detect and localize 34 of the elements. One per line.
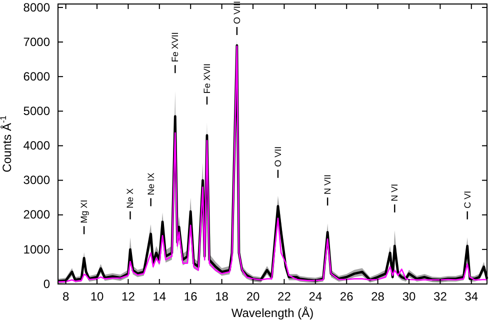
y-tick-label: 8000	[23, 0, 50, 14]
x-tick-label: 18	[215, 290, 229, 304]
y-tick-label: 1000	[23, 242, 50, 256]
annotation: N VII	[322, 174, 333, 195]
y-tick-label: 2000	[23, 208, 50, 222]
annotation: N VI	[390, 184, 400, 202]
y-tick-label: 4000	[23, 138, 50, 153]
x-axis-title: Wavelength (Å)	[231, 306, 314, 320]
y-tick-label: 5000	[23, 104, 50, 118]
x-tick-label: 16	[184, 290, 198, 304]
x-tick-label: 20	[246, 290, 260, 304]
annotation: Ne X	[125, 188, 136, 208]
x-tick-label: 28	[371, 290, 385, 304]
annotation: Fe XVII	[170, 32, 180, 62]
y-tick-label: 7000	[23, 34, 50, 49]
y-tick-label: 6000	[23, 69, 50, 84]
annotation: Fe XVII	[202, 64, 212, 94]
y-tick-label: 0	[43, 276, 50, 291]
annotation: C VI	[462, 190, 472, 208]
annotation: O VII	[272, 146, 283, 167]
x-tick-label: 26	[340, 290, 354, 304]
x-tick-label: 22	[278, 290, 292, 304]
y-tick-label: 3000	[23, 173, 50, 188]
x-tick-label: 12	[122, 290, 136, 304]
x-tick-label: 34	[464, 290, 478, 304]
x-tick-label: 30	[402, 290, 416, 304]
annotation: Mg XI	[79, 200, 90, 224]
x-tick-label: 8	[62, 290, 70, 304]
x-tick-label: 10	[90, 290, 104, 304]
annotation: Ne IX	[146, 172, 156, 196]
annotation: O VIII	[232, 1, 242, 24]
x-tick-label: 24	[308, 290, 322, 304]
x-tick-label: 14	[152, 290, 166, 304]
x-tick-label: 32	[434, 290, 448, 304]
